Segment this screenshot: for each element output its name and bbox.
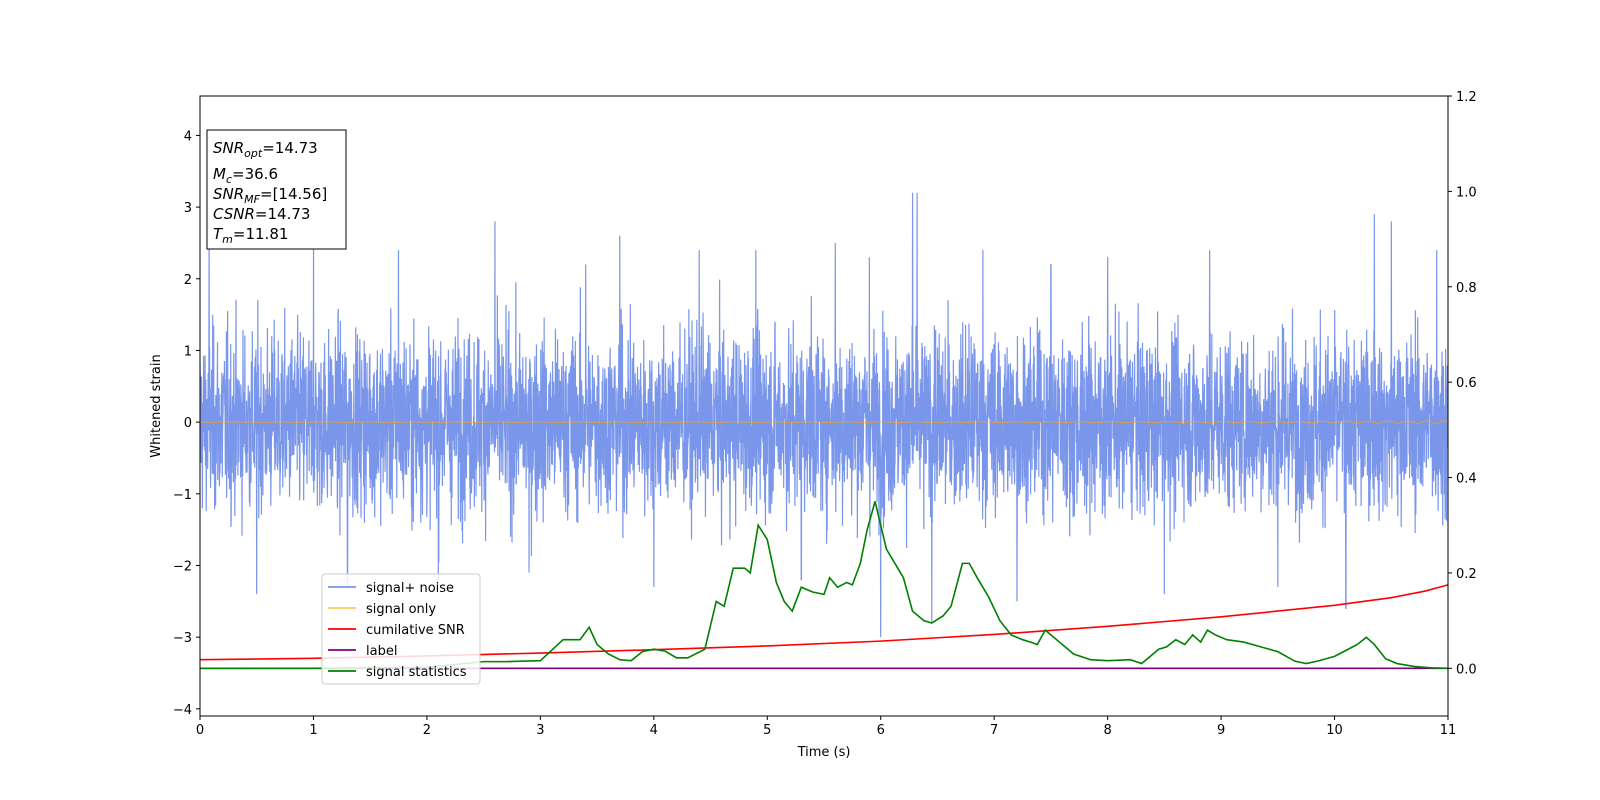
annotation-var: SNR	[213, 185, 244, 203]
annotation-value: =11.81	[233, 225, 289, 243]
annotation-var: M	[213, 165, 226, 183]
annotation-value: =14.73	[255, 205, 311, 223]
annotation-sub: c	[226, 173, 232, 186]
annotation-var: T	[213, 225, 224, 243]
plot-frame	[199, 95, 1449, 717]
annotation-line: Tm=11.81	[213, 225, 288, 246]
legend-label: cumilative SNR	[366, 623, 465, 638]
y-left-tick-label: −2	[173, 559, 192, 574]
legend: signal+ noise signal only cumilative SNR la…	[321, 573, 481, 685]
y-right-tick-label: 0.4	[1456, 472, 1477, 487]
annotation-line: Mc=36.6	[213, 165, 278, 186]
y-right-tick-label: 0.2	[1456, 567, 1477, 582]
x-axis: 0 1 2 3 4 5 6 7 8 9 10 11	[196, 716, 1456, 738]
y-right-tick-label: 0.8	[1456, 281, 1477, 296]
x-tick-label: 5	[763, 723, 771, 738]
annotation-sub: opt	[244, 147, 263, 160]
y-axis-label: Whitened strain	[149, 354, 164, 457]
y-right-tick-label: 0.6	[1456, 376, 1477, 391]
y-right-tick-label: 1.0	[1456, 185, 1477, 200]
y-left-tick-label: 3	[184, 201, 192, 216]
annotation-value: =[14.56]	[260, 185, 327, 203]
annotation-line: SNRMF=[14.56]	[213, 185, 327, 206]
y-left-tick-label: 2	[184, 273, 192, 288]
annotation-frame	[206, 129, 347, 250]
annotation-sub: MF	[244, 193, 260, 206]
legend-frame	[321, 573, 481, 685]
legend-label: signal statistics	[366, 665, 467, 680]
y-left-tick-label: −1	[173, 488, 192, 503]
annotation-value: =14.73	[262, 139, 318, 157]
annotation-line: SNRopt=14.73	[213, 139, 318, 160]
legend-label: signal+ noise	[366, 581, 454, 596]
x-tick-label: 8	[1103, 723, 1111, 738]
annotation-var: CSNR	[213, 205, 255, 223]
y-right-tick-label: 0.0	[1456, 662, 1477, 677]
annotation-value: =36.6	[232, 165, 278, 183]
y-left-tick-label: 0	[184, 416, 192, 431]
x-tick-label: 3	[536, 723, 544, 738]
x-tick-label: 6	[877, 723, 885, 738]
annotation-line: CSNR=14.73	[213, 205, 310, 223]
y-left-tick-label: −3	[173, 631, 192, 646]
x-tick-label: 9	[1217, 723, 1225, 738]
x-tick-label: 4	[650, 723, 658, 738]
y-axis-left: −4 −3 −2 −1 0 1 2 3 4	[173, 129, 200, 718]
x-tick-label: 11	[1440, 723, 1457, 738]
series-line-signal-noise	[200, 192, 1448, 638]
legend-label: signal only	[366, 602, 436, 617]
legend-label: label	[366, 644, 397, 659]
annotation-sub: m	[222, 233, 233, 246]
y-left-tick-label: −4	[173, 703, 192, 718]
annotation-box: SNRopt=14.73Mc=36.6SNRMF=[14.56]CSNR=14.…	[206, 129, 347, 250]
series-line-signal-only	[200, 420, 1448, 425]
x-tick-label: 10	[1326, 723, 1343, 738]
y-right-tick-label: 1.2	[1456, 90, 1477, 105]
x-tick-label: 1	[309, 723, 317, 738]
annotation-var: SNR	[213, 139, 244, 157]
x-axis-label: Time (s)	[797, 745, 851, 760]
x-tick-label: 0	[196, 723, 204, 738]
y-left-tick-label: 4	[184, 129, 192, 144]
x-tick-label: 7	[990, 723, 998, 738]
series-line-signal-statistics	[200, 501, 1448, 670]
x-tick-label: 2	[423, 723, 431, 738]
y-left-tick-label: 1	[184, 344, 192, 359]
y-axis-right: 0.0 0.2 0.4 0.6 0.8 1.0 1.2	[1448, 90, 1477, 677]
